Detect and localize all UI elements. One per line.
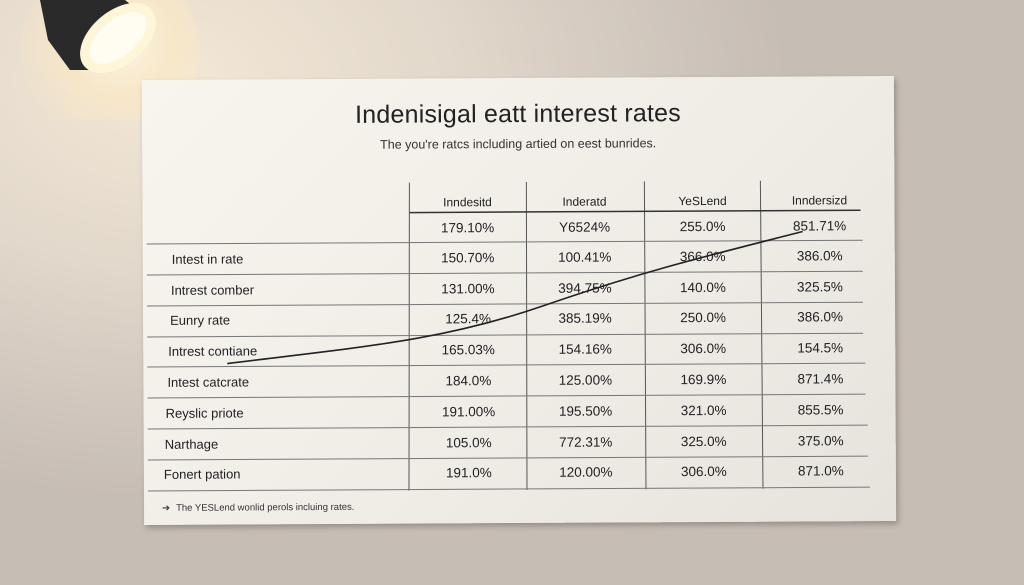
table-cell: Y6524% — [559, 219, 611, 235]
table-cell: 165.03% — [441, 342, 495, 358]
table-cell: 125.4% — [445, 311, 492, 327]
table-cell: 131.00% — [441, 281, 495, 297]
table-cell: 366.0% — [679, 248, 726, 265]
table-cell: 255.0% — [679, 218, 726, 235]
table-cell: 150.70% — [441, 250, 495, 266]
table-cell: 386.0% — [796, 248, 843, 264]
table-cell: 394.75% — [558, 280, 612, 296]
table-cell: 125.00% — [558, 372, 613, 388]
table-cell: 169.9% — [680, 371, 727, 388]
table-cell: 325.5% — [796, 279, 843, 295]
lamp — [20, 0, 200, 120]
table-cell: 306.0% — [680, 463, 727, 480]
table-grid — [146, 180, 870, 492]
table-cell: 100.41% — [558, 249, 612, 265]
table-cell: 325.0% — [680, 433, 727, 450]
table-cell: 321.0% — [680, 402, 727, 419]
row-label: Intrest comber — [170, 282, 255, 298]
row-label: Eunry rate — [170, 312, 231, 328]
row-label: Intest in rate — [171, 251, 244, 267]
column-header: Inndersizd — [791, 193, 848, 208]
table-cell: 195.50% — [558, 403, 613, 419]
row-label: Reyslic priote — [165, 405, 244, 421]
column-header: Inderatd — [562, 194, 607, 209]
table-cell: 140.0% — [679, 279, 726, 296]
table-cell: 772.31% — [559, 434, 613, 450]
table-cell: 191.0% — [445, 465, 492, 481]
table-cell: 385.19% — [558, 310, 612, 326]
table-cell: 154.16% — [558, 341, 612, 357]
interest-rate-poster: Indenisigal eatt interest rates The you'… — [141, 76, 897, 525]
poster-footnote: ➔ The YESLend wonlid perols incluing rate… — [162, 502, 354, 514]
table-cell: 179.10% — [440, 220, 495, 236]
table-cell: 120.00% — [559, 464, 613, 480]
table-cell: 855.5% — [797, 402, 844, 418]
table-cell: 386.0% — [797, 309, 844, 325]
row-label: Fonert pation — [163, 466, 241, 482]
table-cell: 871.0% — [797, 463, 844, 479]
arrow-right-icon: ➔ — [162, 502, 171, 514]
trend-line — [227, 230, 803, 365]
row-label: Intest catcrate — [167, 374, 250, 390]
table-cell: 851.71% — [792, 218, 847, 234]
table-cell: 375.0% — [797, 433, 844, 449]
table-cell: 306.0% — [680, 340, 727, 357]
row-label: Narthage — [164, 436, 219, 452]
table-cell: 184.0% — [445, 373, 492, 389]
row-label: Intrest contiane — [168, 343, 258, 359]
table-cell: 250.0% — [680, 309, 727, 326]
table-cell: 191.00% — [441, 404, 496, 420]
table-cell: 154.5% — [797, 340, 844, 356]
column-header: YeSLend — [678, 193, 727, 209]
table-cell: 105.0% — [445, 435, 492, 451]
table-cell: 871.4% — [797, 371, 844, 387]
column-header: Inndesitd — [443, 195, 492, 210]
footnote-text: The YESLend wonlid perols incluing rates… — [176, 501, 355, 514]
